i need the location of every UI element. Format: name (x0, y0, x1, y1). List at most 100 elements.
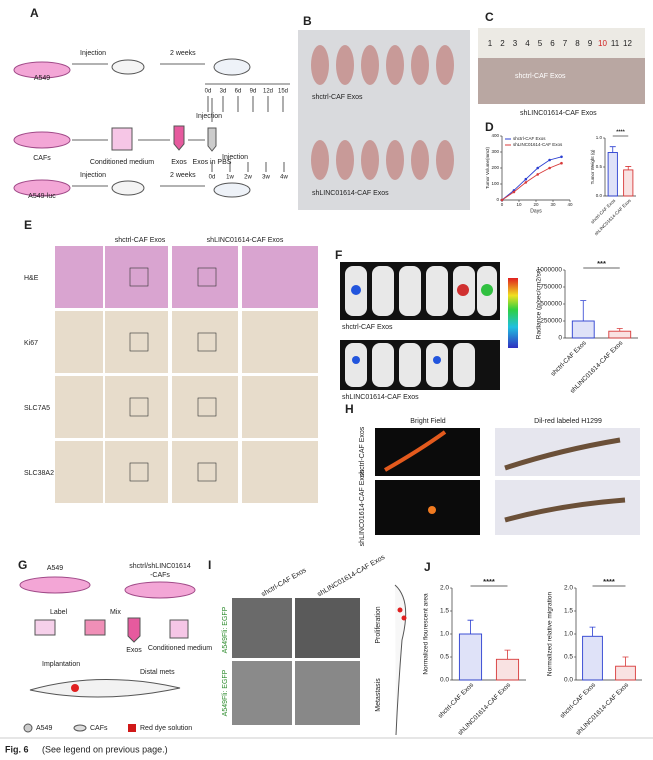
text: Proliferation (375, 606, 382, 643)
row-label: Ki67 (24, 340, 38, 347)
point (524, 177, 528, 181)
cells (397, 607, 403, 613)
beaker (111, 127, 133, 151)
ruler-label: 3 (513, 39, 518, 48)
bar (615, 665, 636, 681)
mouse (436, 140, 454, 180)
y-tick-label: 2.0 (564, 585, 573, 592)
histology-image (172, 246, 238, 308)
side-label: A549Fli: EGFP (222, 669, 229, 716)
text: Injection (222, 154, 248, 161)
beaker (169, 619, 189, 639)
text: Label (50, 609, 68, 616)
mouse (311, 140, 329, 180)
row-label: shLINC01614-CAF Exos (359, 469, 366, 546)
mouse (426, 266, 448, 316)
photo (295, 661, 360, 725)
y-tick-label: 400 (491, 133, 499, 138)
panel-b: B shctrl-CAF Exos shLINC01614-CAF Exos (298, 14, 470, 210)
tube (84, 619, 106, 636)
legend-entry: shctrl-CAF Exos (513, 136, 546, 141)
zoom-box (129, 267, 149, 287)
side-label: A549Fli: EGFP (222, 606, 229, 653)
point (536, 166, 539, 170)
fish (504, 497, 626, 523)
significance: *** (597, 259, 606, 268)
text: Metastasis (375, 678, 382, 712)
error-bar (589, 626, 596, 637)
text: Distal mets (140, 669, 175, 676)
ruler-label: 1 (488, 39, 493, 48)
y-tick-label: 1.0 (564, 631, 573, 638)
zoom-box (197, 267, 217, 287)
histology-image (105, 376, 168, 438)
mouse (372, 343, 394, 387)
text: 2 weeks (170, 172, 196, 179)
column-header: shctrl-CAF Exos (115, 237, 166, 244)
point (536, 173, 539, 176)
column-header: shLINC01614-CAF Exos (316, 554, 386, 599)
mouse (411, 45, 429, 85)
histology-image (172, 311, 238, 373)
mouse (213, 182, 251, 198)
cells (401, 615, 407, 621)
panel-f: F shctrl-CAF Exos shLINC01614-CAF Exos (335, 248, 518, 401)
mouse (336, 140, 354, 180)
mouse (361, 140, 379, 180)
legend-entry: shLINC01614-CAF Exos (513, 142, 563, 147)
timeline-label: 0d (205, 89, 212, 95)
y-tick-label: 1.5 (440, 608, 449, 615)
timeline-label: 1w (226, 175, 234, 181)
text: shctrl/shLINC01614 (129, 563, 191, 570)
panel-h: H Bright Field Dil-red labeled H1299 shc… (345, 402, 640, 546)
ruler-label: 7 (563, 39, 568, 48)
photo (375, 480, 480, 535)
bar (458, 633, 483, 681)
panel-label: C (485, 10, 494, 24)
y-tick-label: 1.0 (596, 135, 603, 140)
histology-image (55, 311, 103, 373)
y-tick-label: 1.5 (564, 608, 573, 615)
x-axis-label: Days (530, 208, 542, 214)
histology-image (242, 246, 318, 308)
text: A549 (47, 565, 63, 572)
x-tick-label: 30 (550, 202, 556, 207)
dish (124, 581, 196, 599)
text: CAFs (33, 155, 51, 162)
text: Injection (196, 113, 222, 120)
text: A549 (34, 75, 50, 82)
histology-image (172, 441, 238, 503)
y-axis-label: Tumor Volume(mm3) (485, 146, 490, 189)
y-axis-label: Tumor Weight (g) (590, 149, 595, 184)
bar (607, 152, 618, 197)
y-tick-label: 1000000 (537, 267, 563, 274)
photo (375, 428, 480, 476)
ruler-label: 6 (550, 39, 555, 48)
bar (582, 635, 603, 681)
panel-label: F (335, 248, 342, 262)
signal (351, 285, 361, 295)
y-tick-label: 250000 (540, 318, 562, 325)
text: Implantation (42, 661, 80, 668)
y-axis-label: Normalized flourescent area (423, 593, 430, 675)
figure-note: (See legend on previous page.) (42, 744, 168, 754)
bar (608, 330, 632, 339)
x-tick-label: 40 (567, 202, 573, 207)
panel-label: A (30, 6, 39, 20)
histology-image (105, 246, 168, 308)
y-tick-label: 1.0 (440, 631, 449, 638)
y-tick-label: 0.5 (564, 654, 573, 661)
y-tick-label: 0.0 (596, 193, 603, 198)
column-header: shLINC01614-CAF Exos (207, 237, 284, 244)
panel-label: H (345, 402, 354, 416)
zoom-box (197, 462, 217, 482)
histology-grid: H&E Ki67 SLC7A5 SLC38A2 (24, 246, 318, 503)
ruler-label: 5 (538, 39, 543, 48)
timeline-label: 2w (244, 175, 252, 181)
significance: **** (603, 577, 615, 586)
text: Mix (110, 609, 121, 616)
y-tick-label: 500000 (540, 301, 562, 308)
tube (207, 127, 217, 152)
point (560, 161, 563, 165)
y-tick-label: 0.5 (596, 164, 603, 169)
